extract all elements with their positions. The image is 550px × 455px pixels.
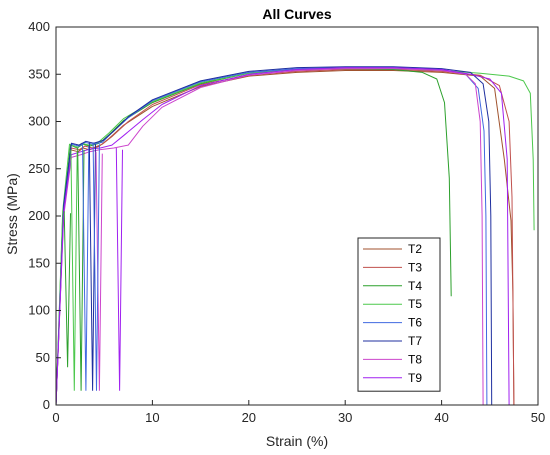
y-tick-label: 150 (28, 255, 50, 270)
series-line-t7 (55, 66, 493, 406)
x-tick-label: 50 (531, 410, 545, 425)
x-tick-label: 0 (52, 410, 59, 425)
unload-spike-line (63, 211, 71, 368)
series-line-t4 (55, 68, 452, 406)
series-line-t6 (55, 67, 488, 406)
legend-label: T5 (408, 297, 422, 311)
unload-spike-line (115, 147, 123, 391)
x-tick-label: 40 (434, 410, 448, 425)
unload-spike-line (70, 149, 78, 391)
legend-box (357, 237, 441, 392)
legend-label: T7 (408, 334, 422, 348)
legend-label: T2 (408, 242, 422, 256)
y-tick-label: 200 (28, 208, 50, 223)
unload-spike-line (92, 142, 100, 391)
x-axis-ticks: 0 10 20 30 40 50 (52, 400, 545, 425)
unload-spike-line (77, 147, 85, 391)
y-tick-label: 50 (36, 350, 50, 365)
y-tick-label: 250 (28, 161, 50, 176)
x-tick-label: 20 (242, 410, 256, 425)
y-tick-label: 400 (28, 19, 50, 34)
legend-label: T3 (408, 260, 422, 274)
legend-label: T9 (408, 371, 422, 385)
legend-label: T4 (408, 279, 422, 293)
unload-spike-line (95, 151, 103, 391)
legend: T2 T3 T4 T5 T6 T7 T8 T9 (357, 237, 441, 392)
x-tick-label: 10 (145, 410, 159, 425)
series-layer (55, 66, 535, 406)
unload-spike-line (82, 144, 90, 391)
y-tick-label: 350 (28, 66, 50, 81)
legend-label: T8 (408, 352, 422, 366)
x-tick-label: 30 (338, 410, 352, 425)
y-tick-label: 100 (28, 303, 50, 318)
chart-title: All Curves (262, 6, 331, 22)
y-tick-label: 0 (43, 397, 50, 412)
y-tick-label: 300 (28, 114, 50, 129)
plot-area (55, 26, 539, 406)
legend-label: T6 (408, 316, 422, 330)
x-axis-label: Strain (%) (266, 433, 328, 449)
y-axis-label: Stress (MPa) (4, 173, 20, 255)
y-axis-ticks: 0 50 100 150 200 250 300 350 400 (28, 19, 61, 412)
